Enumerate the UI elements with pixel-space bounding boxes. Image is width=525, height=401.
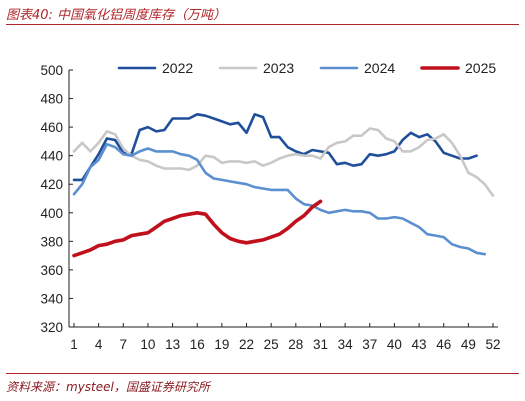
y-tick-label: 380: [40, 234, 63, 249]
legend-label-2022: 2022: [162, 60, 193, 76]
legend-item-2024: 2024: [319, 60, 395, 76]
x-tick-label: 16: [190, 337, 205, 352]
y-tick-label: 440: [40, 149, 63, 164]
y-tick-label: 360: [40, 263, 63, 278]
legend-item-2025: 2025: [420, 60, 496, 76]
y-tick-label: 400: [40, 206, 63, 221]
y-tick-label: 420: [40, 177, 63, 192]
x-tick-label: 10: [140, 337, 155, 352]
x-tick-label: 43: [412, 337, 427, 352]
y-tick-label: 460: [40, 120, 63, 135]
x-tick-label: 28: [288, 337, 303, 352]
source-divider: [6, 373, 519, 374]
x-tick-label: 13: [165, 337, 180, 352]
source-note: 资料来源：mysteel，国盛证券研究所: [6, 380, 210, 394]
y-tick-label: 340: [40, 291, 63, 306]
series-line-2025: [72, 199, 323, 258]
x-tick-label: 1: [70, 337, 78, 352]
y-tick-label: 500: [40, 63, 63, 78]
y-tick-label: 320: [40, 320, 63, 335]
x-tick-label: 49: [461, 337, 476, 352]
figure-title: 图表40: 中国氧化铝周度库存（万吨）: [6, 8, 227, 23]
x-tick-label: 37: [362, 337, 377, 352]
chart-legend: 2022 2023 2024 2025: [117, 60, 496, 76]
x-tick-label: 52: [485, 337, 500, 352]
x-tick-label: 22: [239, 337, 254, 352]
x-tick-label: 34: [338, 337, 354, 352]
x-tick-label: 25: [264, 337, 279, 352]
line-chart: 320 340 360 380 400 420 440 460 480 500 1 4 7 10 13 16 1…: [40, 60, 500, 352]
x-tick-label: 31: [313, 337, 328, 352]
legend-label-2025: 2025: [465, 60, 496, 76]
legend-label-2024: 2024: [364, 60, 395, 76]
chart-lines: [72, 113, 495, 258]
chart-axes: 320 340 360 380 400 420 440 460 480 500 1 4 7 10 13 16 1…: [40, 63, 500, 352]
legend-label-2023: 2023: [263, 60, 294, 76]
x-tick-label: 4: [95, 337, 103, 352]
x-tick-label: 19: [214, 337, 229, 352]
x-tick-label: 40: [387, 337, 402, 352]
y-tick-label: 480: [40, 92, 63, 107]
series-line-2023: [72, 127, 495, 197]
legend-item-2022: 2022: [117, 60, 193, 76]
series-line-2024: [72, 142, 487, 256]
x-tick-label: 46: [436, 337, 451, 352]
title-divider: [6, 24, 519, 25]
series-line-2022: [72, 113, 478, 182]
legend-item-2023: 2023: [218, 60, 294, 76]
x-tick-label: 7: [120, 337, 128, 352]
